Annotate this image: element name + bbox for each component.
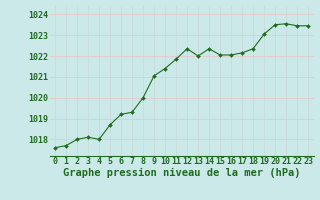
X-axis label: Graphe pression niveau de la mer (hPa): Graphe pression niveau de la mer (hPa) (63, 168, 300, 178)
